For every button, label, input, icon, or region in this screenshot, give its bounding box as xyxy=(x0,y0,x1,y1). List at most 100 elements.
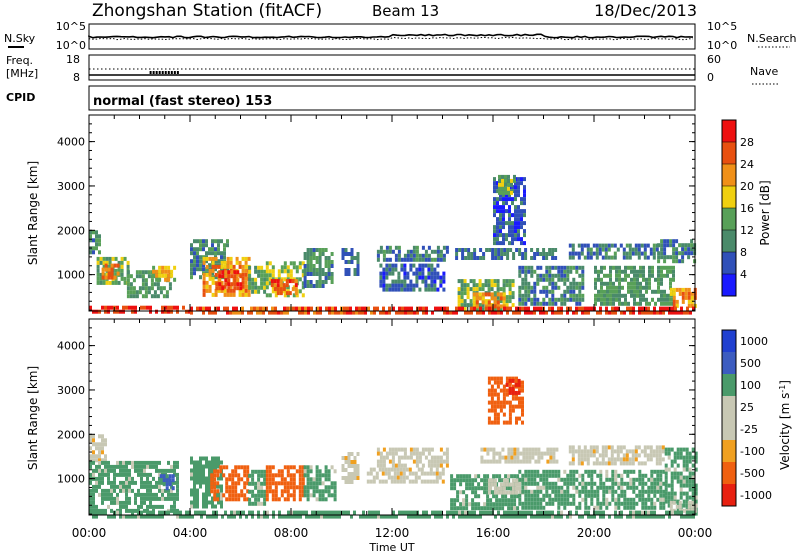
velocity-cell xyxy=(537,447,541,452)
noise-panel: N.Sky N.Search 10^5 10^0 10^5 10^0 xyxy=(4,20,797,52)
velocity-cell xyxy=(212,514,215,519)
power-cell xyxy=(683,310,686,315)
power-cell xyxy=(129,294,133,299)
power-cell xyxy=(356,256,360,260)
nsearch-line xyxy=(88,36,694,41)
velocity-cell xyxy=(122,464,125,469)
velocity-cell xyxy=(152,514,155,519)
velocity-cell xyxy=(635,501,639,506)
power-cell xyxy=(425,310,428,315)
power-cell xyxy=(578,297,582,302)
velocity-cell xyxy=(644,497,648,502)
power-cell xyxy=(324,256,328,260)
power-cell xyxy=(520,217,523,222)
power-cell xyxy=(604,251,608,256)
power-cell xyxy=(554,256,558,260)
power-cell xyxy=(481,287,485,292)
power-cell xyxy=(666,301,669,306)
power-cell xyxy=(613,251,617,256)
velocity-cell xyxy=(504,498,508,503)
power-cell xyxy=(202,310,205,315)
power-cell xyxy=(569,297,573,302)
velocity-cell xyxy=(584,489,588,494)
velocity-cell xyxy=(427,451,431,456)
velocity-cell xyxy=(149,514,152,519)
velocity-cell xyxy=(610,457,614,462)
power-cell xyxy=(660,281,663,286)
velocity-cell xyxy=(583,453,587,458)
power-cell xyxy=(129,282,133,287)
power-cell xyxy=(463,307,467,312)
velocity-cell xyxy=(149,484,152,489)
velocity-cell xyxy=(417,475,421,480)
power-cell xyxy=(98,238,101,243)
velocity-cell xyxy=(445,455,449,460)
velocity-cell xyxy=(499,376,503,381)
power-cell xyxy=(499,229,502,234)
power-cell xyxy=(233,278,237,283)
velocity-cell xyxy=(265,489,269,494)
power-cell xyxy=(487,279,491,284)
velocity-cell xyxy=(568,445,572,450)
velocity-cell xyxy=(143,514,146,519)
power-cell xyxy=(545,256,549,260)
velocity-cell xyxy=(220,476,223,481)
velocity-cell xyxy=(149,504,152,509)
freq-label-line1: Freq. xyxy=(6,54,33,67)
velocity-cell xyxy=(593,489,597,494)
power-cell xyxy=(687,303,691,308)
power-cell xyxy=(455,248,459,252)
power-cell xyxy=(503,306,506,311)
power-cell xyxy=(533,285,537,290)
power-cell xyxy=(463,303,467,308)
power-cell xyxy=(557,277,561,282)
power-cell xyxy=(509,306,512,311)
velocity-cell xyxy=(515,416,518,421)
power-cell xyxy=(577,243,581,248)
velocity-cell xyxy=(89,460,92,465)
velocity-cell xyxy=(98,480,101,485)
power-cell xyxy=(606,281,609,286)
velocity-cell xyxy=(263,489,267,494)
power-cell xyxy=(350,256,354,260)
velocity-cell xyxy=(369,467,373,472)
velocity-cell xyxy=(650,477,654,482)
power-cell xyxy=(571,251,575,256)
velocity-cell xyxy=(685,459,689,464)
velocity-cell xyxy=(515,510,518,515)
power-cell xyxy=(598,243,602,248)
velocity-cell xyxy=(318,489,322,494)
velocity-cell xyxy=(318,469,322,474)
power-cell xyxy=(502,205,505,210)
power-cell xyxy=(464,256,468,260)
velocity-cell xyxy=(623,501,627,506)
power-cell xyxy=(514,181,517,186)
power-cell xyxy=(638,310,641,315)
power-cell xyxy=(211,310,214,315)
power-cell xyxy=(506,252,510,256)
velocity-cell xyxy=(516,455,520,460)
power-cell xyxy=(672,239,676,244)
power-cell xyxy=(397,253,401,258)
power-cell xyxy=(188,309,191,314)
power-cell xyxy=(217,288,221,293)
velocity-cell xyxy=(680,514,683,519)
power-cell xyxy=(633,281,636,286)
velocity-cell xyxy=(185,510,188,515)
velocity-cell xyxy=(220,488,223,493)
velocity-cell xyxy=(217,464,220,469)
power-cell xyxy=(99,280,103,285)
power-cell xyxy=(263,281,267,286)
power-cell xyxy=(391,271,395,276)
velocity-cell xyxy=(225,497,229,502)
power-cell xyxy=(400,283,404,288)
power-colorbar-swatch xyxy=(722,186,736,208)
power-cell xyxy=(355,306,358,311)
velocity-cell xyxy=(510,459,514,464)
velocity-cell xyxy=(312,481,316,486)
velocity-cell xyxy=(110,496,113,501)
power-cell xyxy=(507,178,510,183)
velocity-cell xyxy=(191,514,194,519)
velocity-cell xyxy=(508,482,512,487)
velocity-cell xyxy=(498,459,502,464)
